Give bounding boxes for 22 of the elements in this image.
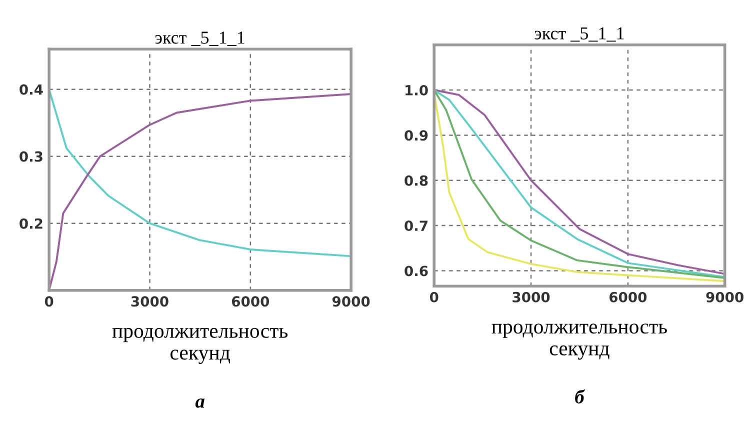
y-tick-label: 0.9	[404, 130, 428, 141]
y-tick-label: 0.4	[20, 84, 43, 95]
y-tick-label: 0.7	[404, 220, 428, 232]
x-tick-label: 3000	[131, 296, 168, 307]
text: б	[575, 389, 585, 404]
x-tick-label: 9000	[332, 296, 370, 307]
chart-title: экст _5_1_1	[534, 27, 624, 42]
x-tick-label: 0	[430, 292, 438, 302]
x-tick-label: 9000	[706, 292, 744, 302]
x-tick-label: 6000	[609, 292, 647, 302]
x-axis-title: продолжительность секунд	[112, 328, 288, 364]
chart-title: экст _5_1_1	[155, 32, 244, 46]
y-tick-label: 1.0	[406, 84, 428, 96]
y-tick-label: 0.2	[20, 218, 42, 229]
x-axis-title: продолжительность секунд	[492, 324, 667, 360]
y-tick-label: 0.3	[20, 151, 42, 162]
y-tick-label: 0.6	[404, 266, 428, 276]
text: а	[195, 398, 204, 408]
x-tick-label: 0	[44, 296, 54, 307]
x-tick-label: 3000	[512, 292, 550, 302]
x-tick-label: 6000	[232, 296, 270, 307]
y-tick-label: 0.8	[404, 175, 428, 186]
